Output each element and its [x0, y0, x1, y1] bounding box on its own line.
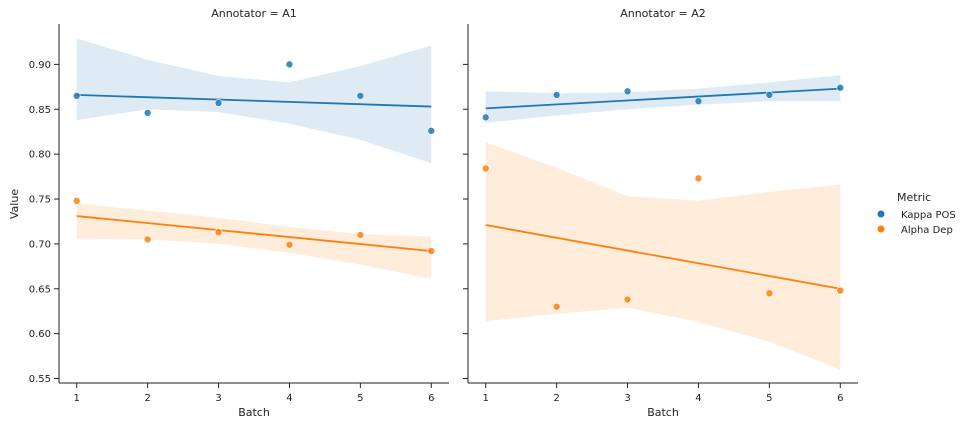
x-tick-label-a1: 6: [428, 393, 434, 404]
regression-line-kappa-pos-a2: [485, 87, 841, 110]
x-tick-label-a2: 6: [837, 393, 843, 404]
data-point-alpha-dep-a2: [694, 174, 703, 183]
y-tick-label: 0.70: [29, 239, 51, 250]
y-tick-label: 0.85: [29, 105, 51, 116]
x-tick-label-a1: 3: [215, 393, 221, 404]
x-tick-label-a2: 3: [624, 393, 630, 404]
data-point-kappa-pos-a1: [356, 92, 365, 100]
y-tick-label: 0.90: [29, 60, 51, 71]
data-point-kappa-pos-a1: [214, 99, 223, 107]
data-point-kappa-pos-a2: [836, 83, 845, 92]
data-point-kappa-pos-a2: [694, 97, 703, 105]
y-tick-label: 0.65: [29, 284, 51, 295]
regression-line-alpha-dep-a1: [76, 215, 432, 252]
data-point-alpha-dep-a1: [427, 247, 436, 255]
data-point-alpha-dep-a1: [285, 240, 294, 249]
data-point-alpha-dep-a1: [356, 231, 365, 239]
x-tick-label-a2: 1: [483, 393, 489, 404]
data-point-alpha-dep-a2: [552, 302, 561, 311]
data-point-alpha-dep-a1: [143, 235, 152, 244]
y-axis-label: Value: [8, 189, 21, 219]
panel-title-a1: Annotator = A1: [211, 7, 297, 20]
data-point-kappa-pos-a2: [552, 91, 561, 99]
y-tick-label: 0.80: [29, 150, 51, 161]
data-point-kappa-pos-a2: [481, 113, 490, 122]
legend-label-alpha-dep: Alpha Dep: [901, 225, 953, 236]
legend-title: Metric: [897, 191, 931, 204]
x-tick-label-a2: 4: [695, 393, 701, 404]
y-tick-label: 0.60: [29, 329, 51, 340]
x-tick-label-a2: 2: [553, 393, 559, 404]
data-point-alpha-dep-a2: [481, 164, 490, 173]
data-point-alpha-dep-a2: [623, 295, 632, 304]
data-point-alpha-dep-a1: [72, 197, 81, 205]
x-tick-label-a1: 4: [286, 393, 292, 404]
legend-marker-kappa-pos: [877, 210, 885, 218]
data-point-alpha-dep-a2: [765, 289, 774, 298]
data-point-kappa-pos-a2: [623, 87, 632, 96]
ci-band-alpha-dep-a1: [76, 203, 432, 279]
legend-label-kappa-pos: Kappa POS: [901, 210, 956, 221]
facet-panel-a1: Annotator = A1 1 2 3 4 5 6 0.55 0.60 0.65 0.70 0.7…: [29, 7, 449, 404]
x-axis-label-a2: Batch: [647, 406, 679, 419]
x-tick-label-a2: 5: [766, 393, 772, 404]
regression-line-alpha-dep-a2: [485, 224, 841, 290]
facet-panel-a2: Annotator = A2 1 2 3 4 5 6: [463, 7, 858, 404]
data-point-kappa-pos-a1: [285, 60, 294, 69]
y-tick-label: 0.55: [29, 374, 51, 385]
data-point-kappa-pos-a1: [143, 109, 152, 117]
data-point-kappa-pos-a2: [765, 91, 774, 99]
x-tick-label-a1: 1: [74, 393, 80, 404]
data-point-kappa-pos-a1: [427, 127, 436, 135]
x-tick-label-a1: 5: [357, 393, 363, 404]
y-tick-label: 0.75: [29, 195, 51, 206]
panel-title-a2: Annotator = A2: [620, 7, 706, 20]
legend-marker-alpha-dep: [877, 225, 885, 233]
data-point-alpha-dep-a1: [214, 228, 223, 237]
data-point-alpha-dep-a2: [836, 286, 845, 295]
regression-line-kappa-pos-a1: [76, 94, 432, 108]
data-point-kappa-pos-a1: [72, 92, 81, 100]
x-axis-label-a1: Batch: [238, 406, 270, 419]
legend: Metric Kappa POS Alpha Dep: [877, 191, 956, 236]
x-tick-label-a1: 2: [144, 393, 150, 404]
